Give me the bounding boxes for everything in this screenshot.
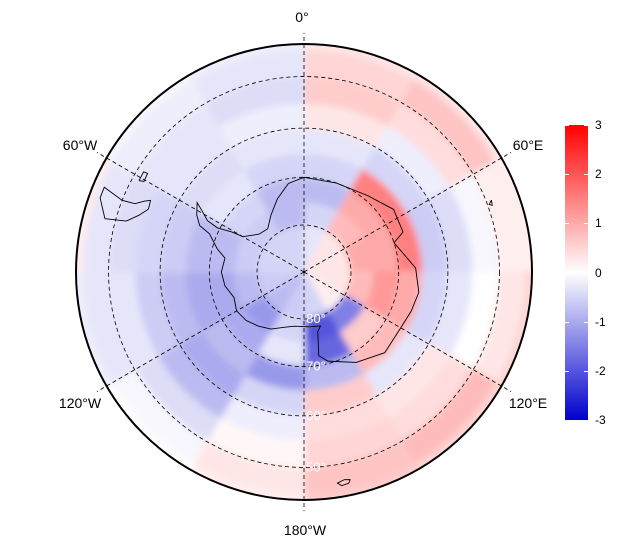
falklands-coast: [138, 171, 149, 182]
meridian-line: [303, 271, 512, 392]
lon-label-0: 0°: [295, 9, 309, 25]
colorbar-tick-label: 1: [595, 216, 602, 231]
lon-label-120e: 120°E: [508, 395, 548, 411]
meridian-line: [303, 152, 512, 273]
latitude-label: 80°: [306, 311, 326, 326]
lon-label-120w: 120°W: [58, 395, 102, 411]
lon-label-60e: 60°E: [512, 137, 544, 153]
colorbar-tick-label: -3: [595, 413, 606, 427]
lon-label-180w: 180°W: [283, 522, 327, 538]
meridian-line: [96, 152, 305, 273]
colorbar-tick-label: 2: [595, 167, 602, 182]
latitude-label: 70°: [306, 359, 326, 374]
colorbar-tick-label: 0: [595, 265, 602, 280]
new-zealand-coast: [336, 479, 351, 487]
colorbar-tick-label: -2: [595, 363, 606, 378]
latitude-circle: [256, 224, 352, 320]
kerguelen-coast: [488, 199, 493, 206]
latitude-label: 60°: [306, 408, 326, 423]
map-border: [75, 43, 533, 501]
lon-label-60w: 60°W: [62, 137, 98, 153]
latitude-circle: [108, 76, 500, 468]
latitude-labels: 80° 70° 60° 50°: [306, 311, 326, 474]
antarctica-coast: [196, 176, 420, 363]
colorbar: [565, 125, 588, 420]
colorbar-tick-label: 3: [595, 118, 602, 132]
colorbar-tick-label: -1: [595, 314, 606, 329]
coastlines: [99, 171, 493, 487]
graticule: [96, 32, 512, 512]
meridian-line: [96, 271, 305, 392]
latitude-label: 50°: [306, 459, 326, 474]
south-america-coast: [99, 186, 152, 222]
